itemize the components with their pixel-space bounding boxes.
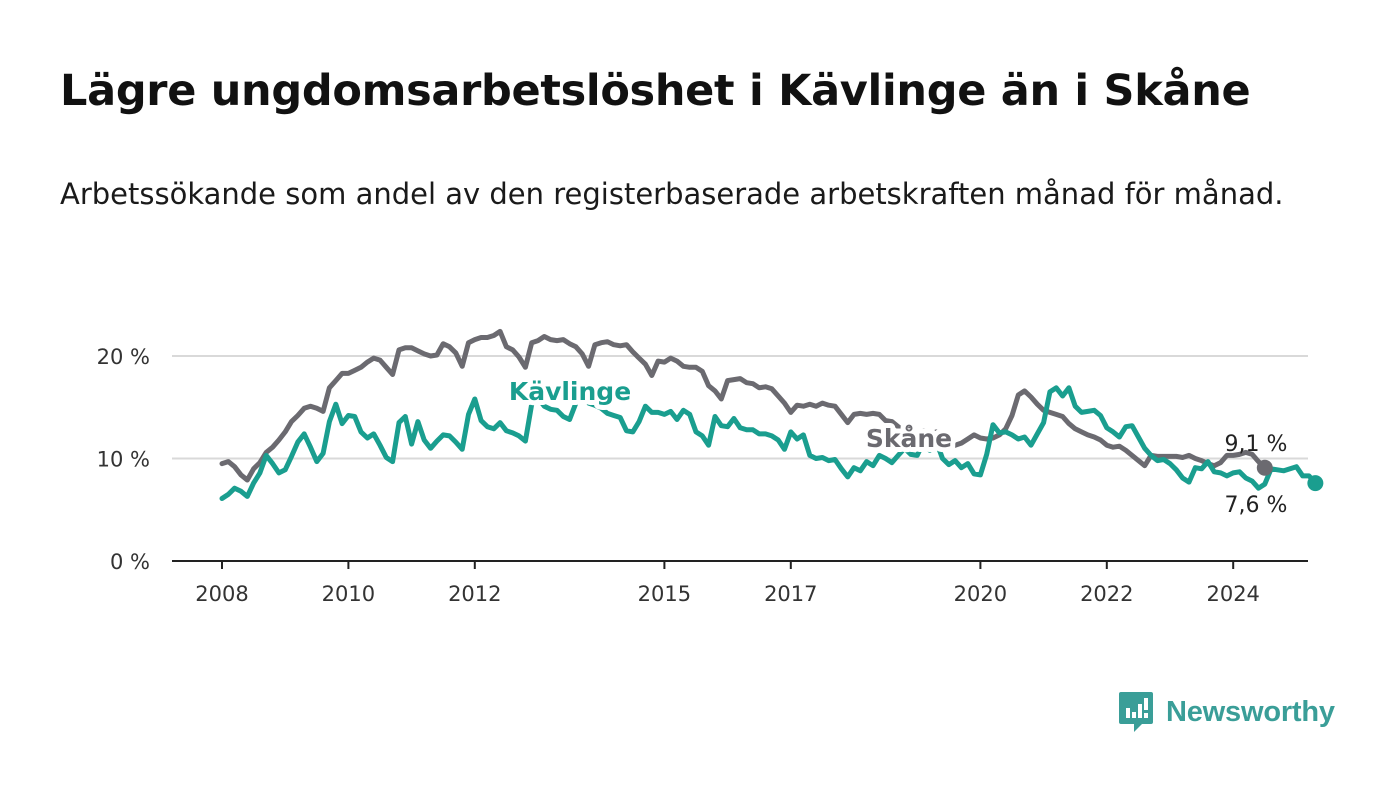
x-tick-label: 2020 bbox=[954, 582, 1007, 606]
y-tick-label: 10 % bbox=[97, 448, 150, 472]
brand-logo: Newsworthy bbox=[1118, 690, 1335, 734]
series-label-skane: Skåne bbox=[866, 424, 952, 453]
x-tick-label: 2022 bbox=[1080, 582, 1133, 606]
newsworthy-logo-icon bbox=[1119, 692, 1153, 732]
y-tick-label: 20 % bbox=[97, 345, 150, 369]
brand-name: Newsworthy bbox=[1166, 695, 1335, 728]
end-point-kavlinge bbox=[1307, 475, 1324, 492]
series-line-kavlinge bbox=[219, 385, 1318, 501]
end-label-kavlinge: 7,6 % bbox=[1225, 493, 1288, 518]
x-tick-label: 2024 bbox=[1206, 582, 1259, 606]
end-point-skane bbox=[1256, 459, 1273, 476]
series-line-skane bbox=[219, 328, 1268, 483]
x-tick-label: 2008 bbox=[195, 582, 248, 606]
end-label-skane: 9,1 % bbox=[1225, 432, 1288, 457]
x-tick-label: 2012 bbox=[448, 582, 501, 606]
x-tick-label: 2015 bbox=[638, 582, 691, 606]
x-tick-label: 2010 bbox=[322, 582, 375, 606]
chart-subtitle: Arbetssökande som andel av den registerb… bbox=[60, 177, 1284, 211]
x-tick-label: 2017 bbox=[764, 582, 817, 606]
series-label-kavlinge: Kävlinge bbox=[509, 377, 631, 406]
y-tick-label: 0 % bbox=[110, 550, 150, 574]
chart-title: Lägre ungdomsarbetslöshet i Kävlinge än … bbox=[60, 66, 1251, 116]
